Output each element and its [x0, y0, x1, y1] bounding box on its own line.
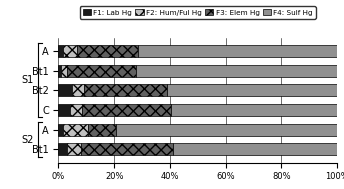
- Bar: [167, 84, 337, 96]
- Text: S1: S1: [21, 75, 33, 85]
- Bar: [138, 45, 337, 57]
- Bar: [58, 104, 69, 116]
- Bar: [77, 45, 138, 57]
- Bar: [58, 124, 63, 136]
- Bar: [58, 64, 61, 77]
- Bar: [73, 84, 84, 96]
- Bar: [116, 124, 337, 136]
- Bar: [81, 143, 173, 156]
- Legend: F1: Lab Hg, F2: Hum/Ful Hg, F3: Elem Hg, F4: Sulf Hg: F1: Lab Hg, F2: Hum/Ful Hg, F3: Elem Hg,…: [80, 6, 316, 19]
- Bar: [137, 64, 337, 77]
- Bar: [67, 143, 81, 156]
- Bar: [61, 64, 67, 77]
- Bar: [82, 104, 171, 116]
- Bar: [63, 45, 77, 57]
- Bar: [58, 143, 67, 156]
- Text: S2: S2: [21, 135, 33, 145]
- Bar: [67, 64, 137, 77]
- Bar: [58, 45, 63, 57]
- Bar: [173, 143, 337, 156]
- Bar: [63, 124, 88, 136]
- Bar: [69, 104, 82, 116]
- Bar: [88, 124, 116, 136]
- Bar: [171, 104, 337, 116]
- Bar: [58, 84, 73, 96]
- Bar: [84, 84, 167, 96]
